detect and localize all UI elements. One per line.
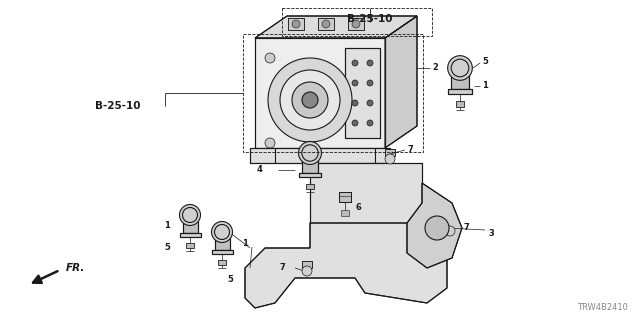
Polygon shape [255,16,417,38]
Bar [306,184,314,189]
Circle shape [367,100,373,106]
Circle shape [292,82,328,118]
Text: 2: 2 [432,63,438,73]
Bar [339,192,351,202]
Bar [298,173,321,177]
Bar [341,210,349,216]
Bar [179,233,200,237]
Text: 7: 7 [408,146,413,155]
Bar [345,48,380,138]
Polygon shape [407,183,462,268]
Text: B-25-10: B-25-10 [348,14,393,24]
Text: 1: 1 [164,220,170,229]
Text: 4: 4 [256,165,262,174]
Bar [182,221,198,233]
Circle shape [352,80,358,86]
Circle shape [302,266,312,276]
Bar [211,250,232,254]
Circle shape [448,56,472,80]
Bar [318,18,334,30]
Bar [339,192,351,202]
Text: 5: 5 [227,276,233,284]
Bar [448,90,472,94]
Bar [345,48,380,138]
Bar [288,18,304,30]
Bar [302,160,318,173]
Bar [179,233,200,237]
Circle shape [322,20,330,28]
Bar [302,160,318,173]
Text: 5: 5 [482,58,488,67]
Circle shape [352,120,358,126]
Polygon shape [250,148,390,163]
Bar [214,238,230,250]
Bar [448,90,472,94]
Circle shape [280,70,340,130]
Bar [456,101,465,107]
Bar [186,243,194,248]
Circle shape [445,226,455,236]
Circle shape [367,60,373,66]
Bar [451,76,468,90]
Circle shape [302,92,318,108]
Circle shape [298,141,321,164]
Bar [211,250,232,254]
Bar [186,243,194,248]
Bar [218,260,226,265]
Bar [348,18,364,30]
Text: 7: 7 [464,223,470,233]
Bar [445,221,455,228]
Text: FR.: FR. [66,263,85,273]
Text: TRW4B2410: TRW4B2410 [577,303,628,312]
Circle shape [179,204,200,226]
Bar [288,18,304,30]
Text: 5: 5 [164,243,170,252]
Bar [445,221,455,228]
Circle shape [352,60,358,66]
Bar [214,238,230,250]
Polygon shape [310,163,422,228]
Circle shape [425,216,449,240]
Circle shape [352,20,360,28]
Circle shape [265,53,275,63]
Polygon shape [245,223,447,308]
Circle shape [352,100,358,106]
Bar [298,173,321,177]
Bar [318,18,334,30]
Circle shape [265,138,275,148]
Text: 3: 3 [488,228,493,237]
Bar [348,18,364,30]
Bar [385,149,395,156]
Bar [243,34,423,152]
Text: 1: 1 [242,239,248,249]
Circle shape [367,120,373,126]
Circle shape [367,80,373,86]
Bar [456,101,465,107]
Circle shape [292,20,300,28]
Text: 7: 7 [279,263,285,273]
Bar [302,261,312,268]
Bar [282,8,432,36]
Bar [451,76,468,90]
Text: 6: 6 [355,203,361,212]
Polygon shape [385,16,417,148]
Bar [218,260,226,265]
Bar [182,221,198,233]
Bar [385,149,395,156]
Circle shape [268,58,352,142]
Text: 1: 1 [482,82,488,91]
Text: B-25-10: B-25-10 [95,101,141,111]
Circle shape [385,154,395,164]
Circle shape [211,221,232,243]
Bar [302,261,312,268]
Polygon shape [255,38,385,148]
Bar [306,184,314,189]
